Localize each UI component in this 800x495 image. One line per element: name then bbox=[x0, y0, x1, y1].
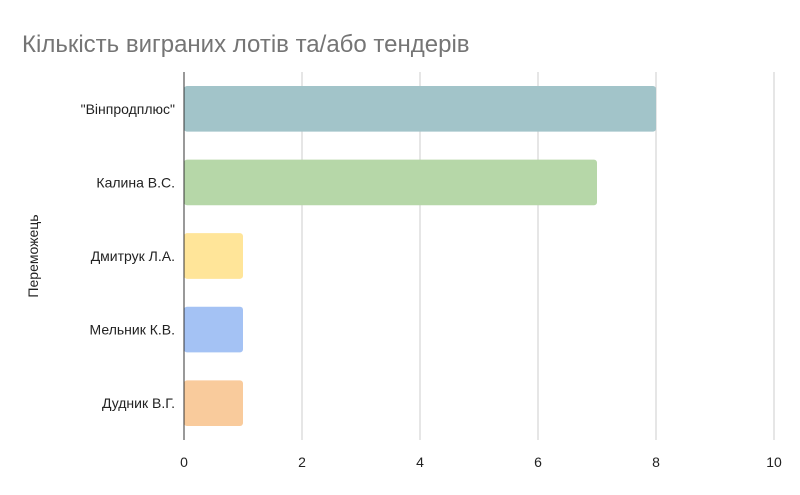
category-label: Дудник В.Г. bbox=[102, 395, 175, 411]
category-labels: "Вінпродплюс" Калина В.С. Дмитрук Л.А. Мель… bbox=[81, 101, 175, 411]
category-label: "Вінпродплюс" bbox=[81, 101, 175, 117]
bar bbox=[184, 159, 597, 206]
bar bbox=[184, 233, 243, 279]
x-tick-label: 0 bbox=[180, 454, 188, 470]
x-tick-label: 8 bbox=[652, 454, 660, 470]
x-tick-label: 4 bbox=[416, 454, 424, 470]
category-label: Мельник К.В. bbox=[90, 322, 175, 338]
bar bbox=[184, 380, 243, 427]
bars bbox=[184, 85, 656, 427]
gridlines bbox=[301, 72, 775, 440]
x-tick-labels: 0 2 4 6 8 10 bbox=[180, 454, 782, 470]
bar bbox=[184, 306, 243, 353]
category-label: Дмитрук Л.А. bbox=[91, 248, 175, 264]
x-tick-label: 10 bbox=[766, 454, 782, 470]
chart-title: Кількість виграних лотів та/або тендерів bbox=[22, 31, 470, 58]
y-axis-label: Переможець bbox=[25, 214, 41, 297]
x-tick-label: 6 bbox=[534, 454, 542, 470]
bar bbox=[184, 85, 656, 132]
category-label: Калина В.С. bbox=[96, 174, 175, 190]
x-tick-label: 2 bbox=[298, 454, 306, 470]
